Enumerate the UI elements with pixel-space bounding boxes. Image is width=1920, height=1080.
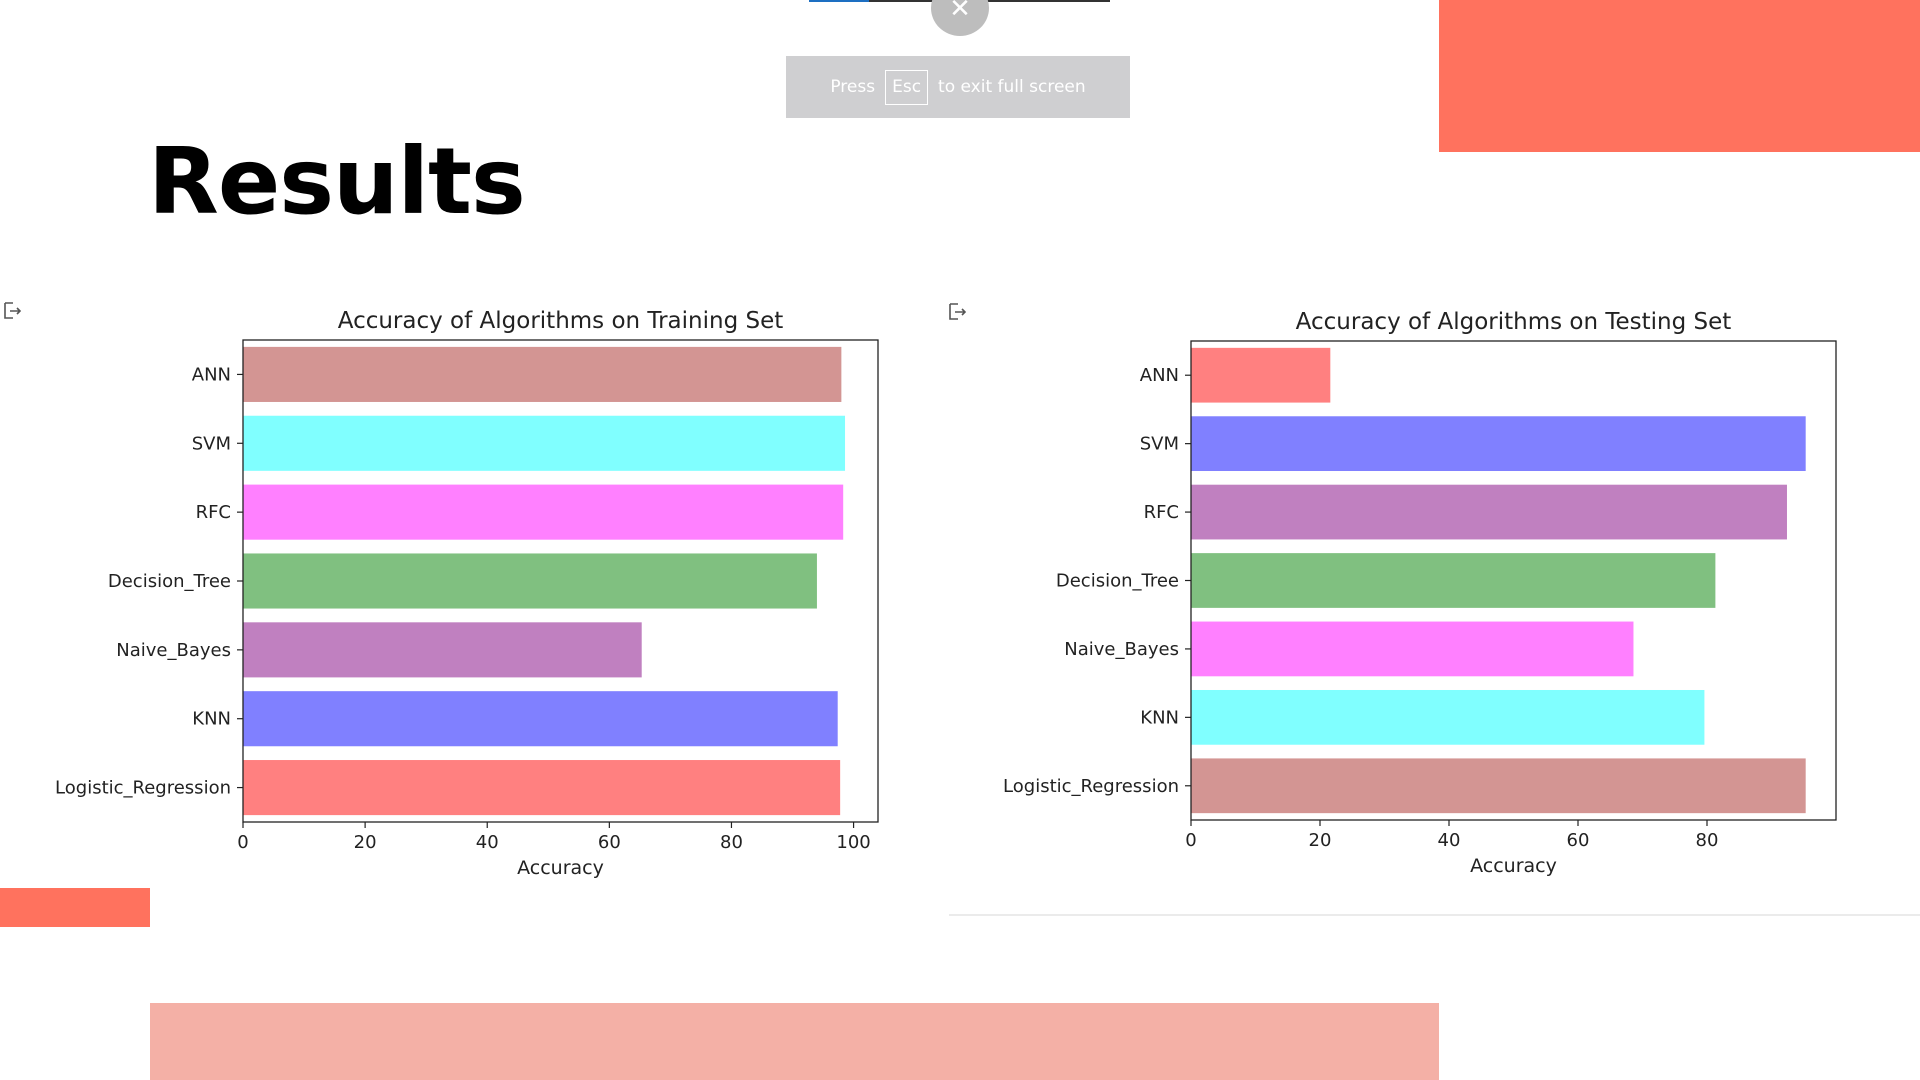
esc-key-badge: Esc [885, 69, 929, 105]
x-tick-label: 0 [237, 832, 248, 853]
fullscreen-toast: Press Esc to exit full screen [786, 56, 1130, 118]
top-progress-line [809, 0, 869, 2]
y-tick-label: RFC [196, 502, 231, 523]
plot-frame [242, 339, 879, 823]
x-tick-label: 60 [1567, 830, 1590, 851]
toast-rest-text: to exit full screen [938, 77, 1086, 97]
y-tick-label: Logistic_Regression [1003, 776, 1179, 797]
bar-knn [1191, 689, 1705, 745]
bar-rfc [1191, 484, 1787, 540]
plot-frame [1190, 340, 1837, 821]
close-fullscreen-button[interactable]: ✕ [931, 0, 989, 36]
decorative-orange-block [1439, 0, 1920, 152]
bar-decision-tree [243, 553, 817, 609]
bar-svm [1191, 416, 1806, 472]
y-tick-label: Logistic_Regression [55, 778, 231, 799]
close-icon: ✕ [949, 0, 971, 24]
y-tick-label: Naive_Bayes [1064, 639, 1179, 660]
y-tick-label: Decision_Tree [1056, 571, 1179, 592]
bar-knn [243, 691, 838, 747]
x-tick-label: 100 [836, 832, 870, 853]
bar-svm [243, 415, 846, 471]
x-tick-label: 0 [1185, 830, 1196, 851]
decorative-orange-bar [0, 888, 150, 927]
y-tick-label: KNN [192, 709, 231, 730]
y-tick-label: RFC [1144, 502, 1179, 523]
y-tick-label: KNN [1140, 707, 1179, 728]
bar-ann [243, 346, 842, 402]
chart-title: Accuracy of Algorithms on Testing Set [1296, 309, 1732, 335]
y-tick-label: Naive_Bayes [116, 640, 231, 661]
x-axis-label: Accuracy [517, 857, 604, 879]
x-tick-label: 80 [1696, 830, 1719, 851]
y-tick-label: SVM [1140, 434, 1179, 455]
y-tick-label: Decision_Tree [108, 571, 231, 592]
testing-accuracy-chart: Accuracy of Algorithms on Testing Set ANN… [1003, 309, 1837, 877]
output-export-icon[interactable] [3, 301, 23, 321]
decorative-pink-band [150, 1003, 1439, 1080]
bar-ann [1191, 347, 1331, 403]
output-divider [949, 914, 1920, 916]
toast-press-text: Press [830, 77, 876, 97]
y-tick-label: ANN [192, 364, 231, 385]
bar-naive-bayes [1191, 621, 1634, 677]
x-tick-label: 80 [720, 832, 743, 853]
x-tick-label: 20 [1309, 830, 1332, 851]
bar-decision-tree [1191, 553, 1716, 608]
x-tick-label: 40 [1438, 830, 1461, 851]
bar-logistic-regression [243, 760, 841, 816]
chart-title: Accuracy of Algorithms on Training Set [338, 308, 784, 334]
bar-naive-bayes [243, 622, 642, 678]
top-divider-line [869, 0, 1110, 2]
training-accuracy-chart: Accuracy of Algorithms on Training Set AN… [55, 308, 879, 879]
x-tick-label: 20 [354, 832, 377, 853]
output-export-icon[interactable] [948, 302, 968, 322]
x-tick-label: 60 [598, 832, 621, 853]
x-tick-label: 40 [476, 832, 499, 853]
x-axis-label: Accuracy [1470, 855, 1557, 877]
y-tick-label: ANN [1140, 365, 1179, 386]
y-tick-label: SVM [192, 433, 231, 454]
bar-logistic-regression [1191, 758, 1806, 814]
slide-title: Results [148, 128, 526, 235]
bar-rfc [243, 484, 844, 540]
